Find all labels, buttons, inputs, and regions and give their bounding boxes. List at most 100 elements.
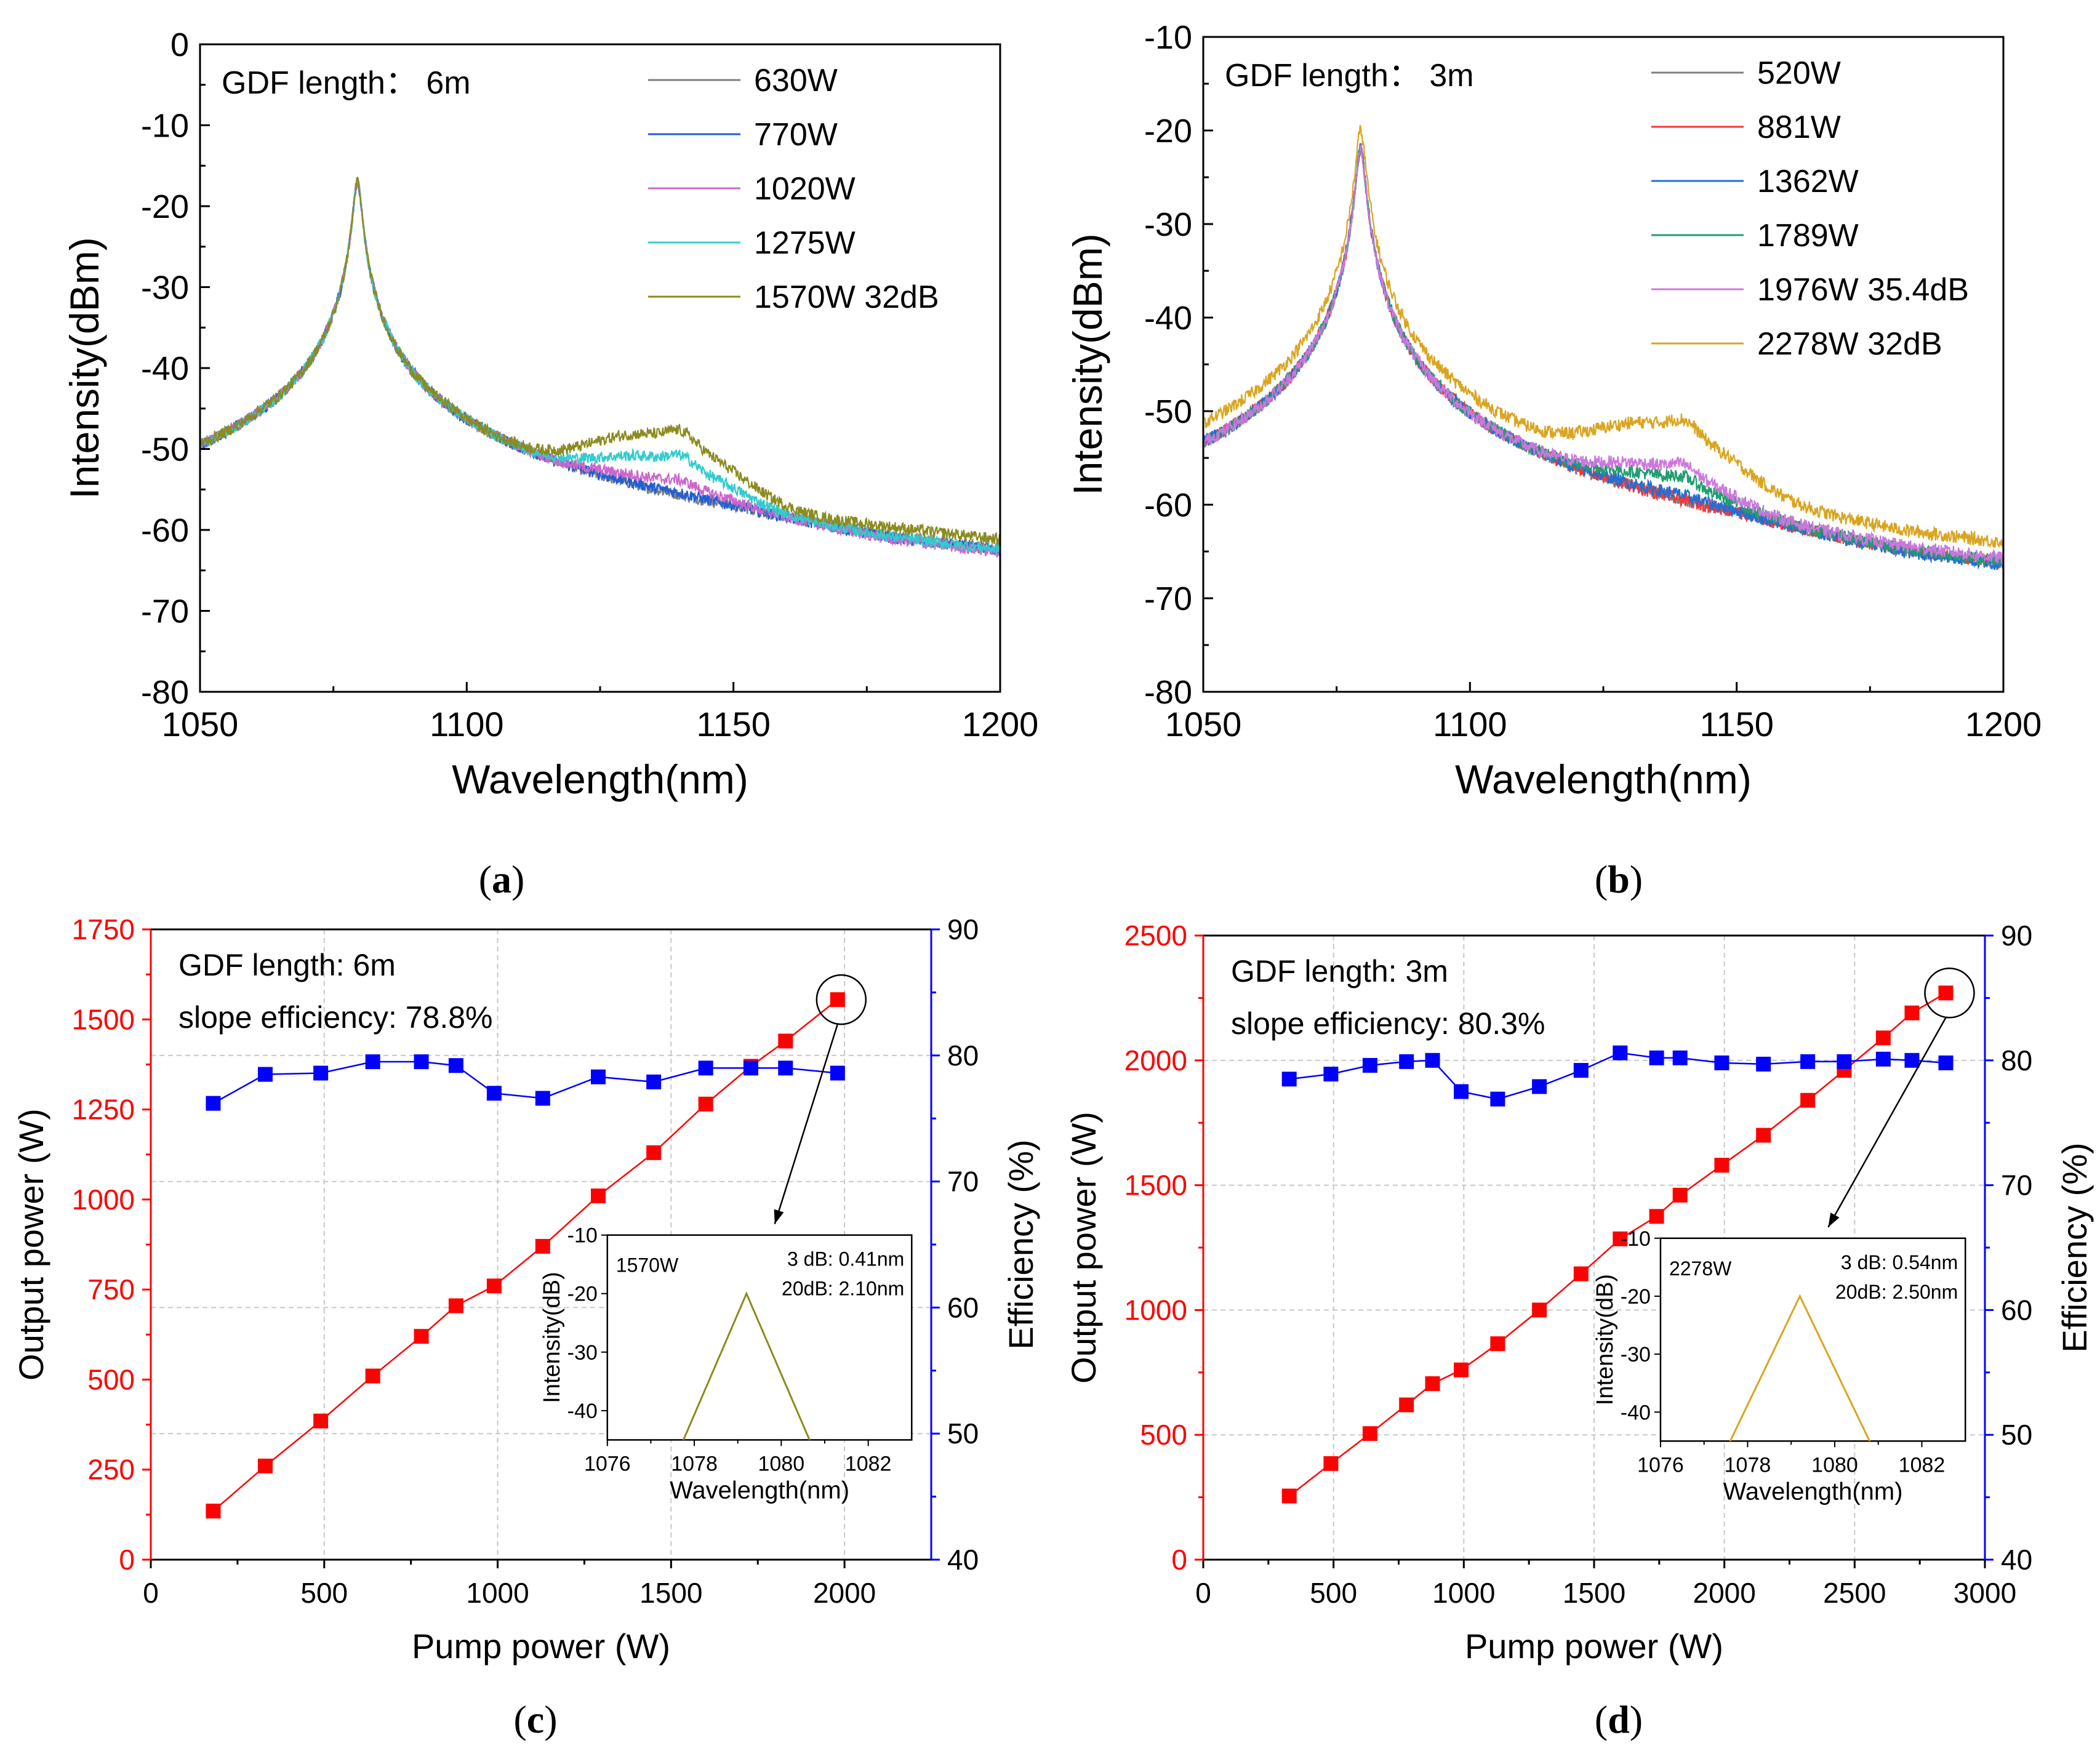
y-tick-label: -50 xyxy=(141,431,189,468)
x-tick-label: 2000 xyxy=(1693,1577,1755,1609)
x-tick-label: 1050 xyxy=(162,705,239,744)
panel-a-spectrum-6m: 1050 1100 1150 1200 0 -10 -20 -30 -40 -50 -60 -70 -8… xyxy=(62,26,1038,802)
x-tick-label: 3000 xyxy=(1954,1577,2016,1609)
slope-efficiency-annotation: slope efficiency: 78.8% xyxy=(178,1000,493,1035)
output-power-point xyxy=(698,1096,713,1112)
inset-20db-label: 20dB: 2.50nm xyxy=(1835,1281,1958,1303)
callout-arrow-head xyxy=(1828,1213,1840,1227)
efficiency-point xyxy=(1800,1054,1816,1069)
output-power-point xyxy=(646,1145,662,1160)
inset-line xyxy=(682,1291,811,1440)
series-group xyxy=(200,177,1000,559)
x-tick-label: 0 xyxy=(1195,1577,1211,1609)
y2-tick-label: 90 xyxy=(947,913,979,945)
highlight-circle xyxy=(1924,968,1975,1019)
output-power-point xyxy=(313,1413,329,1429)
y-axis-label: Output power (W) xyxy=(12,1109,50,1381)
series-line-2 xyxy=(200,182,1000,559)
x-tick-label: 2000 xyxy=(813,1577,876,1609)
series-line-0 xyxy=(200,178,1000,554)
inset-x-tick-label: 1080 xyxy=(758,1452,805,1475)
x-tick-label: 1000 xyxy=(1432,1577,1495,1609)
gdf-length-annotation: GDF length： 6m xyxy=(222,65,471,101)
output-power-point xyxy=(1875,1030,1891,1046)
inset-x-tick-label: 1076 xyxy=(584,1452,631,1475)
y2-axis-label: Efficiency (%) xyxy=(2055,1142,2094,1352)
y-tick-label: -30 xyxy=(1144,206,1192,243)
legend-label-4: 1570W 32dB xyxy=(754,279,939,315)
callout-arrow xyxy=(1827,1017,1947,1228)
output-power-point xyxy=(1756,1128,1771,1143)
y-tick-label: 0 xyxy=(119,1544,135,1576)
efficiency-point xyxy=(1756,1056,1771,1072)
x-tick-label: 2500 xyxy=(1823,1577,1886,1609)
x-tick-label: 1100 xyxy=(1433,705,1507,744)
efficiency-point xyxy=(1362,1057,1377,1073)
y-tick-label: -60 xyxy=(141,512,189,549)
series-group xyxy=(1203,124,2003,571)
gdf-length-annotation: GDF length: 3m xyxy=(1231,954,1448,988)
caption-b: (b) xyxy=(1595,857,1643,901)
output-power-point xyxy=(414,1329,429,1344)
inset-x-tick-label: 1076 xyxy=(1637,1453,1684,1477)
inset-x-tick-label: 1078 xyxy=(1725,1453,1771,1477)
y-tick-label: 1750 xyxy=(72,913,135,945)
efficiency-point xyxy=(313,1065,329,1081)
efficiency-point xyxy=(646,1074,662,1089)
y2-tick-label: 70 xyxy=(947,1166,979,1198)
y2-tick-label: 90 xyxy=(2001,920,2032,952)
output-power-point xyxy=(1714,1158,1729,1173)
efficiency-point xyxy=(1714,1055,1729,1070)
plot-frame xyxy=(199,43,1001,693)
efficiency-point xyxy=(486,1086,502,1101)
inset-power-label: 2278W xyxy=(1669,1257,1732,1280)
plot-frame xyxy=(1202,36,2005,693)
y-tick-label: 1000 xyxy=(1124,1294,1187,1326)
legend-label-0: 520W xyxy=(1757,55,1841,91)
gdf-length-annotation: GDF length： 3m xyxy=(1225,58,1474,94)
legend-label-2: 1020W xyxy=(754,171,856,207)
y2-tick-label: 40 xyxy=(2001,1544,2032,1576)
inset-frame xyxy=(1659,1237,1966,1442)
efficiency-point xyxy=(365,1054,380,1070)
inset-3db-label: 3 dB: 0.54nm xyxy=(1841,1251,1958,1273)
slope-efficiency-annotation: slope efficiency: 80.3% xyxy=(1231,1006,1545,1041)
x-tick-label: 1200 xyxy=(962,705,1039,744)
output-power-point xyxy=(1425,1376,1440,1392)
efficiency-point xyxy=(257,1067,273,1082)
efficiency-point xyxy=(830,1065,845,1081)
y-tick-label: 750 xyxy=(87,1273,135,1305)
callout-arrow-head xyxy=(774,1209,784,1224)
series-line-5 xyxy=(1203,124,2003,548)
x-tick-label: 1000 xyxy=(466,1577,529,1609)
y-tick-label: -10 xyxy=(1144,19,1192,56)
x-tick-label: 1200 xyxy=(1965,705,2042,744)
inset-20db-label: 20dB: 2.10nm xyxy=(782,1278,904,1300)
inset-y-tick-label: -10 xyxy=(1621,1227,1651,1251)
output-power-point xyxy=(1281,1488,1297,1504)
y-tick-label: -60 xyxy=(1144,487,1192,524)
x-tick-label: 500 xyxy=(1310,1577,1357,1609)
y-tick-label: -70 xyxy=(1144,580,1192,617)
output-power-point xyxy=(486,1278,502,1294)
output-power-point xyxy=(206,1504,221,1519)
y-tick-label: 1000 xyxy=(72,1184,135,1216)
efficiency-point xyxy=(1425,1052,1440,1068)
y2-axis-label: Efficiency (%) xyxy=(1001,1139,1040,1349)
efficiency-point xyxy=(1875,1051,1891,1067)
efficiency-point xyxy=(1490,1091,1505,1107)
output-power-point xyxy=(1362,1426,1377,1441)
y-axis-label: Output power (W) xyxy=(1064,1112,1103,1384)
panel-c-power-6m: 0 500 1000 1500 2000 0 250 500 750 1000 1250 1500 17… xyxy=(12,913,1040,1666)
y-tick-label: 2000 xyxy=(1124,1044,1187,1076)
output-power-point xyxy=(1573,1266,1589,1281)
output-power-point xyxy=(1323,1456,1339,1471)
inset-3db-label: 3 dB: 0.41nm xyxy=(787,1248,904,1270)
y-tick-label: -10 xyxy=(141,108,189,145)
efficiency-point xyxy=(1672,1050,1688,1065)
efficiency-point xyxy=(1904,1052,1920,1068)
output-power-point xyxy=(1399,1397,1414,1413)
y-axis-label: Intensity(dBm) xyxy=(62,237,107,499)
x-axis-label: Pump power (W) xyxy=(1465,1627,1723,1666)
